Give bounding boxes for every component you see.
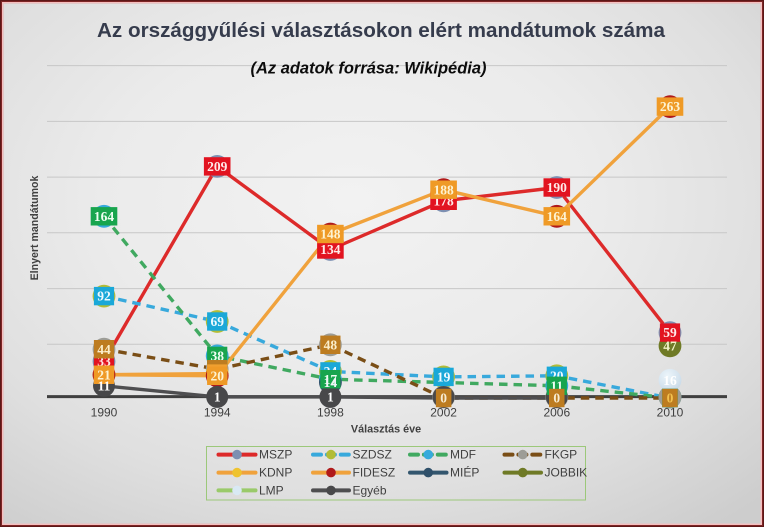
svg-text:92: 92	[97, 289, 111, 304]
svg-text:1: 1	[327, 390, 334, 405]
svg-text:188: 188	[433, 182, 454, 197]
svg-text:LMP: LMP	[259, 483, 284, 497]
svg-text:59: 59	[663, 325, 677, 340]
svg-text:134: 134	[320, 242, 341, 257]
svg-text:14: 14	[324, 375, 338, 390]
svg-text:148: 148	[320, 227, 341, 242]
svg-text:MIÉP: MIÉP	[450, 465, 479, 480]
svg-text:0: 0	[667, 391, 674, 406]
svg-text:16: 16	[663, 373, 677, 388]
svg-text:48: 48	[324, 337, 338, 352]
svg-text:0: 0	[440, 391, 447, 406]
svg-text:MSZP: MSZP	[259, 448, 292, 462]
svg-text:MDF: MDF	[450, 448, 476, 462]
svg-text:19: 19	[437, 370, 451, 385]
svg-text:Választás éve: Választás éve	[351, 423, 421, 435]
svg-text:164: 164	[547, 209, 568, 224]
svg-text:164: 164	[94, 209, 115, 224]
svg-text:2006: 2006	[543, 406, 570, 420]
svg-text:17: 17	[324, 372, 338, 387]
svg-text:38: 38	[210, 349, 224, 364]
svg-text:20: 20	[210, 368, 224, 383]
svg-text:44: 44	[97, 342, 111, 357]
svg-text:1994: 1994	[204, 406, 231, 420]
svg-text:(Az adatok forrása: Wikipédia): (Az adatok forrása: Wikipédia)	[251, 59, 487, 78]
svg-text:2010: 2010	[657, 406, 684, 420]
svg-text:47: 47	[663, 339, 677, 354]
svg-text:SZDSZ: SZDSZ	[353, 448, 392, 462]
svg-text:1998: 1998	[317, 406, 344, 420]
svg-text:69: 69	[210, 314, 224, 329]
svg-text:209: 209	[207, 159, 228, 174]
svg-text:11: 11	[98, 378, 111, 393]
svg-text:21: 21	[97, 367, 111, 382]
svg-text:KDNP: KDNP	[259, 466, 292, 480]
svg-text:Az országgyűlési választásokon: Az országgyűlési választásokon elért man…	[97, 20, 666, 42]
svg-text:0: 0	[553, 391, 560, 406]
svg-text:FKGP: FKGP	[545, 448, 578, 462]
svg-text:FIDESZ: FIDESZ	[353, 466, 396, 480]
svg-text:190: 190	[547, 180, 568, 195]
svg-text:1990: 1990	[91, 406, 118, 420]
svg-text:1: 1	[214, 390, 221, 405]
svg-text:Elnyert mandátumok: Elnyert mandátumok	[29, 176, 41, 281]
svg-text:2002: 2002	[430, 406, 457, 420]
svg-text:Egyéb: Egyéb	[353, 483, 387, 497]
svg-text:JOBBIK: JOBBIK	[545, 466, 588, 480]
svg-text:263: 263	[660, 99, 681, 114]
